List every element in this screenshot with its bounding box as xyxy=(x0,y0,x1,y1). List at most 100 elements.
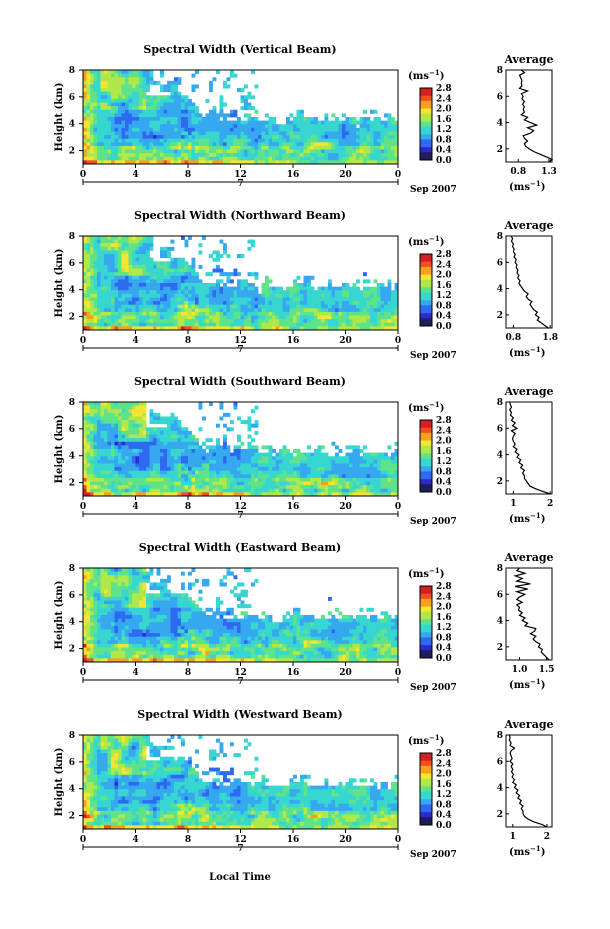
heatmap-cell xyxy=(265,319,269,324)
heatmap-cell xyxy=(286,470,290,475)
heatmap-cell xyxy=(114,420,119,425)
heatmap-cell xyxy=(303,120,308,125)
heatmap-cell xyxy=(391,131,395,136)
heatmap-cell xyxy=(132,156,136,161)
heatmap-cell xyxy=(184,106,189,111)
heatmap-cell xyxy=(128,568,133,573)
heatmap-cell xyxy=(121,423,126,428)
heatmap-cell xyxy=(104,127,108,132)
heatmap-cell xyxy=(139,474,143,479)
heatmap-cell xyxy=(216,304,220,309)
heatmap-cell xyxy=(272,156,276,161)
colorbar-segment xyxy=(420,448,432,452)
heatmap-cell xyxy=(83,243,87,248)
heatmap-cell xyxy=(146,113,150,118)
heatmap-cell xyxy=(394,131,399,136)
heatmap-cell xyxy=(111,297,115,302)
heatmap-cell xyxy=(314,474,318,479)
heatmap-cell xyxy=(100,243,105,248)
heatmap-cell xyxy=(258,319,262,324)
heatmap-cell xyxy=(195,106,199,111)
heatmap-cell xyxy=(160,459,164,464)
heatmap-cell xyxy=(142,77,147,82)
heatmap-cell xyxy=(121,264,126,269)
heatmap-cell xyxy=(324,322,329,327)
heatmap-cell xyxy=(90,106,94,111)
heatmap-cell xyxy=(279,463,283,468)
heatmap-cell xyxy=(272,456,276,461)
heatmap-cell xyxy=(184,492,189,497)
heatmap-cell xyxy=(363,445,367,450)
heatmap-cell xyxy=(100,492,105,497)
heatmap-cell xyxy=(324,124,329,129)
heatmap-cell xyxy=(251,308,255,313)
heatmap-cell xyxy=(121,149,126,154)
heatmap-cell xyxy=(128,477,133,482)
heatmap-cell xyxy=(149,272,154,277)
heatmap-cell xyxy=(373,492,378,497)
heatmap-cell xyxy=(135,106,140,111)
heatmap-cell xyxy=(128,149,133,154)
heatmap-cell xyxy=(335,156,339,161)
colorbar-segment xyxy=(420,157,432,161)
heatmap-cell xyxy=(128,430,133,435)
heatmap-cell xyxy=(153,492,157,497)
heatmap-cell xyxy=(104,304,108,309)
heatmap-cell xyxy=(321,120,325,125)
heatmap-cell xyxy=(170,420,175,425)
heatmap-cell xyxy=(160,456,164,461)
heatmap-cell xyxy=(170,88,175,93)
heatmap-cell xyxy=(223,315,227,320)
heatmap-cell xyxy=(198,156,203,161)
heatmap-cell xyxy=(135,315,140,320)
heatmap-cell xyxy=(293,286,297,291)
heatmap-cell xyxy=(209,301,213,306)
heatmap-cell xyxy=(373,301,378,306)
heatmap-cell xyxy=(321,127,325,132)
heatmap-cell xyxy=(163,127,168,132)
heatmap-cell xyxy=(205,124,210,129)
heatmap-cell xyxy=(188,463,192,468)
heatmap-cell xyxy=(177,109,182,114)
heatmap-cell xyxy=(139,261,143,266)
heatmap-cell xyxy=(261,131,266,136)
heatmap-cell xyxy=(104,102,108,107)
heatmap-cell xyxy=(335,117,339,122)
heatmap-cell xyxy=(373,124,378,129)
heatmap-cell xyxy=(212,124,217,129)
heatmap-cell xyxy=(226,311,231,316)
heatmap-cell xyxy=(114,297,119,302)
heatmap-cell xyxy=(387,445,392,450)
heatmap-cell xyxy=(219,301,224,306)
heatmap-cell xyxy=(212,467,217,472)
heatmap-cell xyxy=(128,138,133,143)
heatmap-cell xyxy=(394,470,399,475)
heatmap-cell xyxy=(156,445,161,450)
heatmap-cell xyxy=(195,304,199,309)
heatmap-cell xyxy=(90,467,94,472)
heatmap-cell xyxy=(373,481,378,486)
heatmap-cell xyxy=(331,463,336,468)
heatmap-cell xyxy=(118,153,122,158)
heatmap-cell xyxy=(93,127,98,132)
heatmap-cell xyxy=(97,239,101,244)
heatmap-cell xyxy=(128,246,133,251)
heatmap-cell xyxy=(209,120,213,125)
heatmap-cell xyxy=(195,449,199,454)
heatmap-cell xyxy=(191,113,196,118)
heatmap-cell xyxy=(135,236,140,241)
heatmap-cell xyxy=(170,488,175,493)
heatmap-cell xyxy=(314,311,318,316)
heatmap-cell xyxy=(174,113,178,118)
heatmap-cell xyxy=(167,268,171,273)
date-tick-label: 7 xyxy=(237,345,243,355)
heatmap-cell xyxy=(226,275,231,280)
heatmap-cell xyxy=(114,261,119,266)
heatmap-cell xyxy=(111,239,115,244)
colorbar-segment xyxy=(420,147,432,151)
heatmap-cell xyxy=(265,459,269,464)
heatmap-cell xyxy=(310,474,315,479)
heatmap-cell xyxy=(174,286,178,291)
heatmap-cell xyxy=(139,80,143,85)
heatmap-cell xyxy=(156,106,161,111)
